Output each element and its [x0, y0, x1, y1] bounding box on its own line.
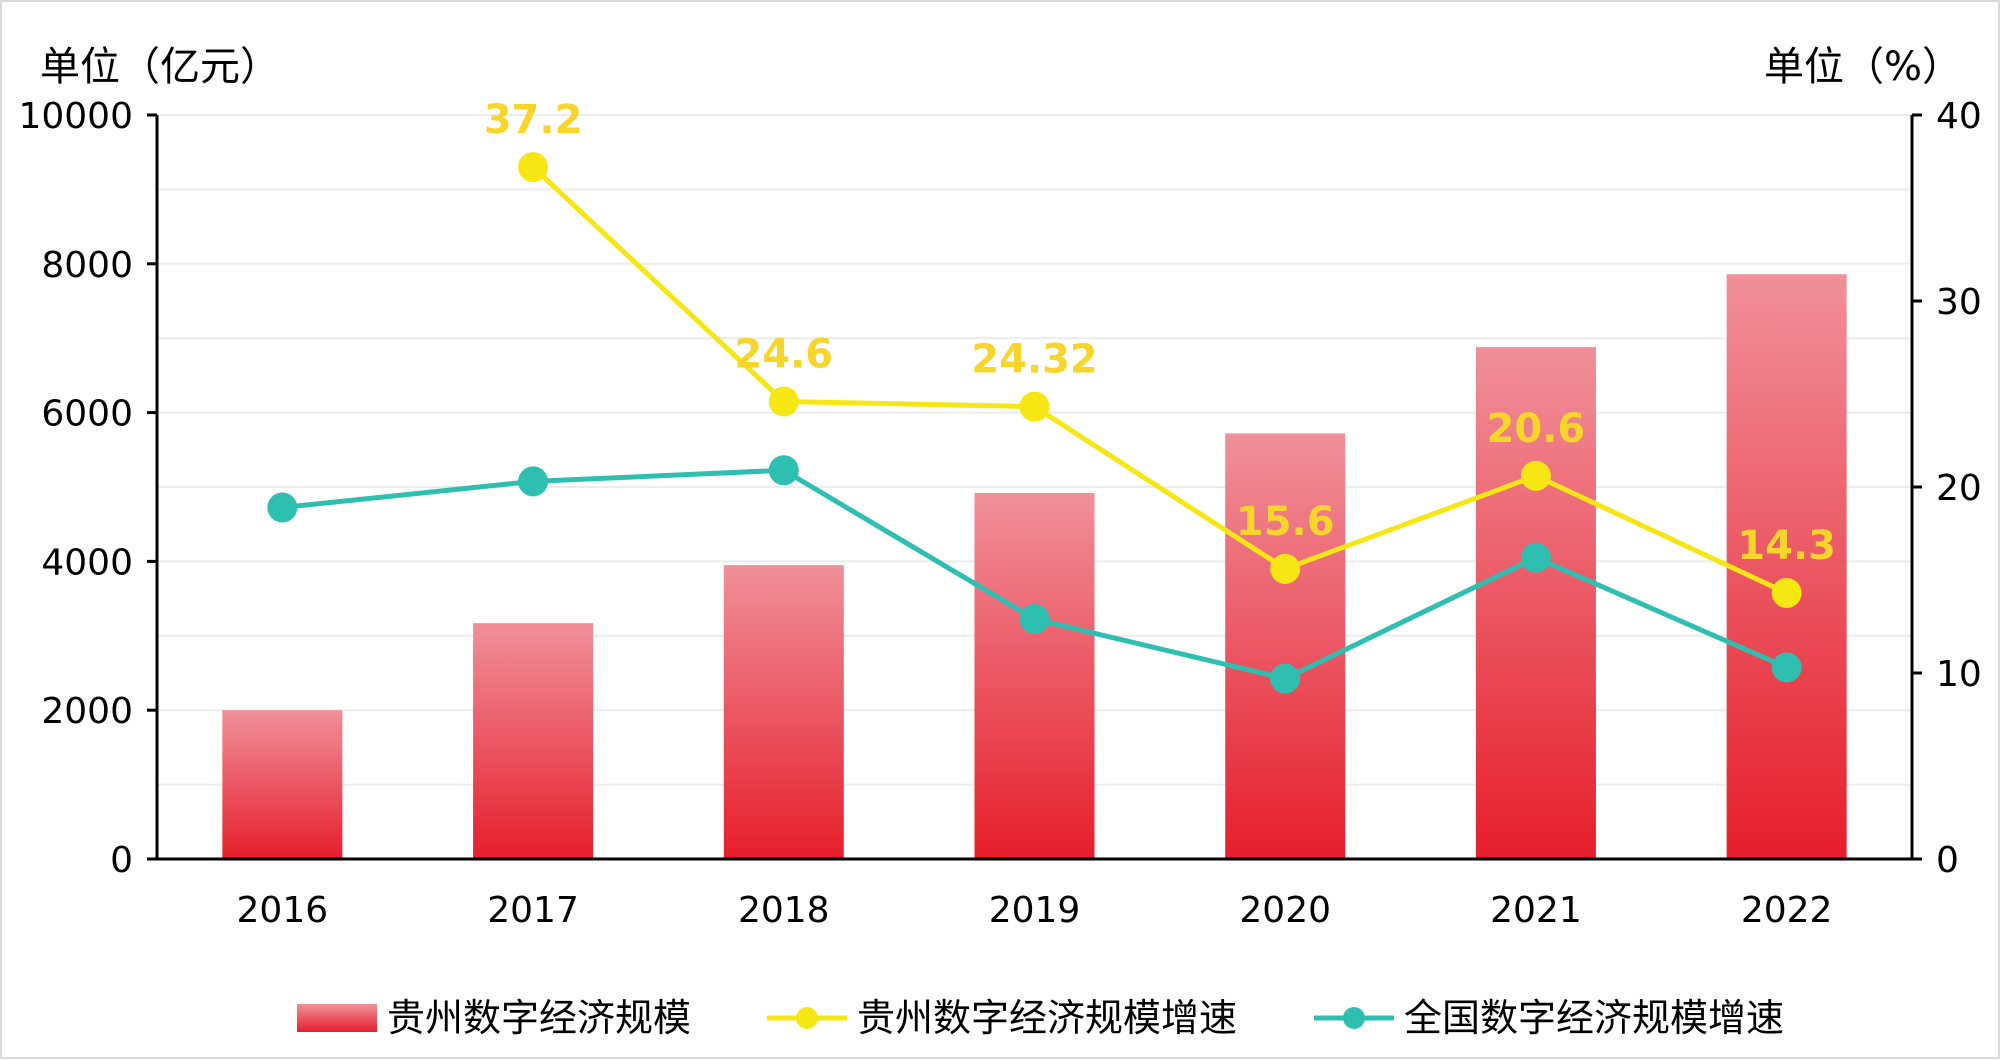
left-axis-unit-label: 单位（亿元） [40, 44, 280, 90]
axes: 0 2000 4000 6000 8000 10000 0 10 20 30 40 2016 2017 2… [18, 44, 1981, 931]
bar-2021 [1475, 347, 1596, 859]
series-2-point-2021 [1520, 542, 1551, 573]
data-label-2017: 37.2 [484, 97, 583, 143]
right-tick-label: 20 [1936, 468, 1982, 509]
x-tick-label: 2018 [738, 890, 830, 931]
x-tick-label: 2022 [1741, 890, 1833, 931]
series-1-point-2021 [1520, 460, 1551, 491]
data-labels: 37.2 24.6 24.32 15.6 20.6 14.3 [484, 97, 1836, 569]
legend-entry-1: 贵州数字经济规模增速 [857, 996, 1237, 1040]
data-label-2021: 20.6 [1487, 406, 1586, 452]
legend-swatch-marker-2 [1343, 1007, 1365, 1029]
left-tick-label: 0 [110, 840, 133, 881]
bar-2022 [1726, 274, 1847, 859]
legend-entry-0: 贵州数字经济规模 [387, 996, 691, 1040]
legend-entry-2: 全国数字经济规模增速 [1404, 996, 1784, 1040]
data-label-2022: 14.3 [1737, 523, 1836, 569]
series-1-point-2020 [1270, 553, 1301, 584]
series-1-point-2022 [1771, 578, 1802, 609]
series-2-point-2019 [1019, 604, 1050, 635]
bar-2017 [473, 623, 594, 859]
left-tick-label: 6000 [41, 394, 133, 435]
bars [222, 274, 1847, 859]
series-2-point-2020 [1270, 663, 1301, 694]
series-1-point-2018 [768, 386, 799, 417]
right-tick-label: 10 [1936, 654, 1982, 695]
right-tick-label: 30 [1936, 282, 1982, 323]
bar-2020 [1225, 433, 1346, 859]
data-label-2019: 24.32 [971, 337, 1098, 383]
series-2-point-2016 [267, 492, 298, 523]
legend: 贵州数字经济规模 贵州数字经济规模增速 全国数字经济规模增速 [297, 996, 1784, 1040]
series-2-point-2022 [1771, 652, 1802, 683]
series-2-point-2017 [518, 466, 549, 497]
data-label-2020: 15.6 [1236, 499, 1335, 545]
left-tick-label: 2000 [41, 691, 133, 732]
bar-2019 [974, 492, 1095, 859]
x-tick-label: 2021 [1490, 890, 1582, 931]
series-1-point-2019 [1019, 391, 1050, 422]
bar-2016 [222, 710, 343, 859]
right-tick-label: 0 [1936, 840, 1959, 881]
left-tick-label: 4000 [41, 542, 133, 583]
x-tick-label: 2020 [1239, 890, 1331, 931]
x-tick-label: 2019 [989, 890, 1081, 931]
legend-swatch-marker-1 [796, 1007, 818, 1029]
data-label-2018: 24.6 [734, 331, 833, 377]
x-tick-label: 2016 [237, 890, 329, 931]
series-1-point-2017 [518, 152, 549, 183]
lines [267, 152, 1802, 694]
left-tick-label: 10000 [18, 96, 133, 137]
legend-swatch-bar [297, 1004, 377, 1032]
right-tick-label: 40 [1936, 96, 1982, 137]
series-line-1 [531, 165, 1788, 596]
left-tick-label: 8000 [41, 245, 133, 286]
right-axis-unit-label: 单位（%） [1764, 44, 1962, 90]
bar-2018 [723, 565, 844, 859]
series-2-point-2018 [768, 455, 799, 486]
x-tick-label: 2017 [487, 890, 579, 931]
